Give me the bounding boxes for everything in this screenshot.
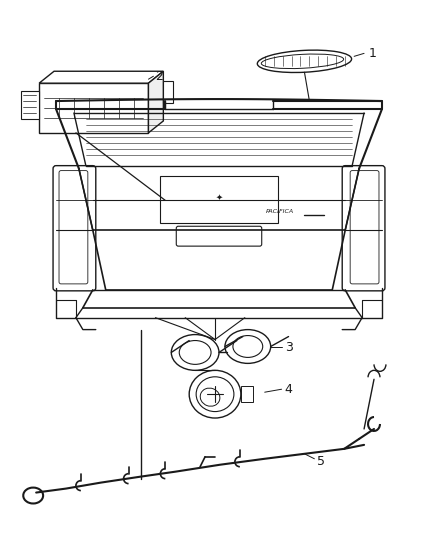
- Text: 3: 3: [285, 341, 293, 354]
- Ellipse shape: [257, 50, 352, 72]
- Ellipse shape: [261, 54, 344, 69]
- Text: 5: 5: [318, 455, 325, 469]
- Text: PACIFICA: PACIFICA: [265, 209, 293, 214]
- Ellipse shape: [171, 335, 219, 370]
- Ellipse shape: [189, 370, 241, 418]
- Ellipse shape: [179, 341, 211, 365]
- FancyBboxPatch shape: [342, 166, 385, 291]
- Text: 1: 1: [369, 47, 377, 60]
- Polygon shape: [39, 71, 163, 83]
- Polygon shape: [148, 71, 163, 133]
- Bar: [241, 386, 253, 402]
- FancyBboxPatch shape: [59, 171, 88, 284]
- Ellipse shape: [225, 329, 271, 364]
- FancyBboxPatch shape: [350, 171, 379, 284]
- Bar: [160, 175, 278, 223]
- Bar: [39, 83, 148, 133]
- Bar: [163, 81, 173, 103]
- Ellipse shape: [196, 377, 234, 411]
- Bar: [21, 91, 39, 119]
- FancyBboxPatch shape: [176, 226, 262, 246]
- Text: 2: 2: [155, 70, 163, 83]
- Ellipse shape: [200, 388, 220, 406]
- Ellipse shape: [233, 336, 263, 358]
- Text: ✦: ✦: [215, 193, 223, 202]
- FancyBboxPatch shape: [53, 166, 96, 291]
- Text: 4: 4: [285, 383, 293, 395]
